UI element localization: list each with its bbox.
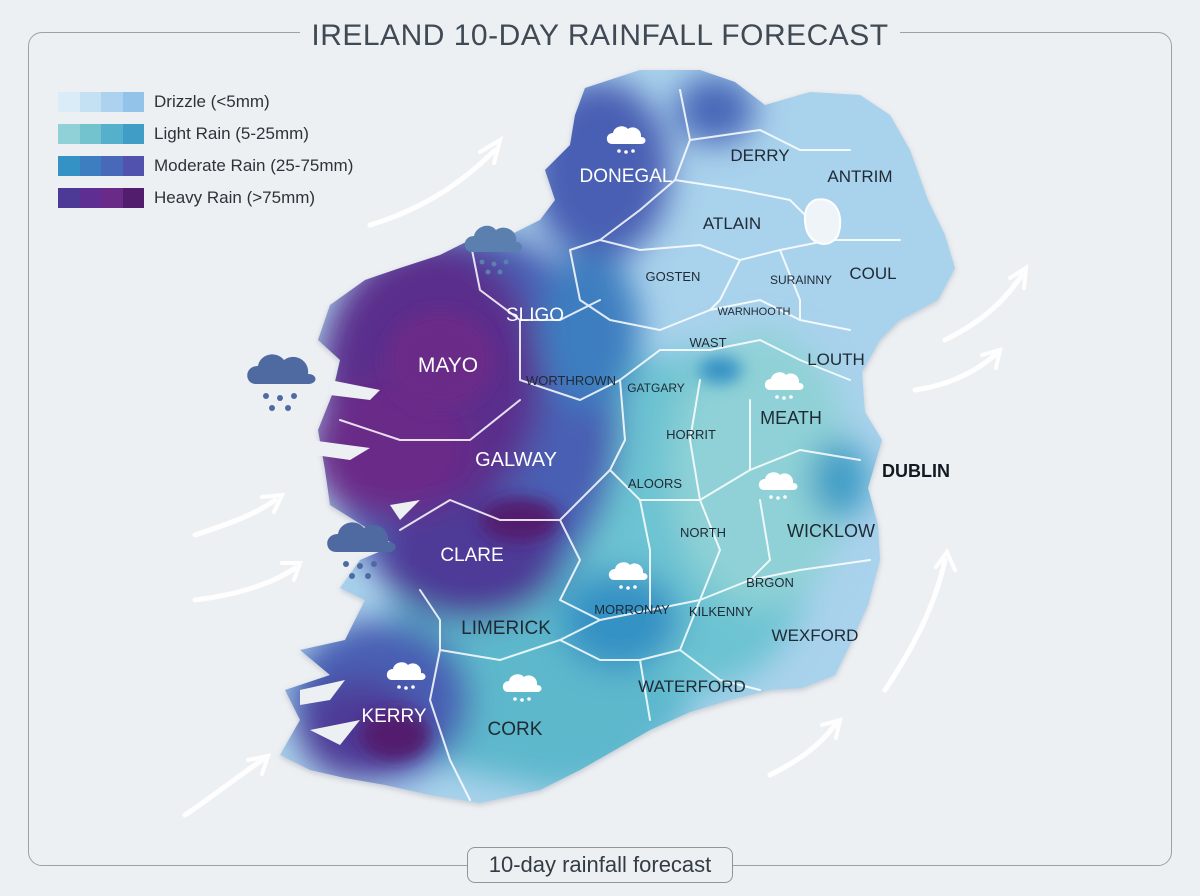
map-title: IRELAND 10-DAY RAINFALL FORECAST xyxy=(300,14,900,58)
region-label-wicklow[interactable]: WICKLOW xyxy=(787,521,875,541)
region-label-meath[interactable]: MEATH xyxy=(760,408,822,428)
region-label-louth[interactable]: LOUTH xyxy=(807,350,865,369)
legend-swatch-moderate-rain xyxy=(58,156,144,176)
rainfall-legend: Drizzle (<5mm) Light Rain (5-25mm) Moder… xyxy=(58,86,353,214)
region-label-aloors[interactable]: ALOORS xyxy=(628,476,683,491)
rain-cloud-icon xyxy=(386,662,426,690)
region-label-morronay[interactable]: MORRONAY xyxy=(594,602,670,617)
rain-cloud-icon xyxy=(464,225,522,275)
region-label-waterford[interactable]: WATERFORD xyxy=(638,677,746,696)
wind-arrow-icon xyxy=(192,561,303,603)
region-label-derry[interactable]: DERRY xyxy=(730,146,789,165)
legend-item-drizzle: Drizzle (<5mm) xyxy=(58,86,353,118)
legend-label-moderate-rain: Moderate Rain (25-75mm) xyxy=(154,156,354,175)
wind-arrow-icon xyxy=(942,264,1029,343)
region-label-gosten[interactable]: GOSTEN xyxy=(646,269,701,284)
coastal-inlets xyxy=(300,380,420,745)
region-label-north[interactable]: NORTH xyxy=(680,525,726,540)
region-label-mayo[interactable]: MAYO xyxy=(418,354,478,377)
legend-label-light-rain: Light Rain (5-25mm) xyxy=(154,124,309,143)
wind-arrow-icon xyxy=(912,347,1003,393)
legend-item-moderate-rain: Moderate Rain (25-75mm) xyxy=(58,150,353,182)
rain-cloud-icon xyxy=(764,372,804,400)
rain-cloud-icon xyxy=(247,354,316,411)
region-label-gatgary[interactable]: GATGARY xyxy=(627,381,685,395)
wind-arrow-icon xyxy=(767,717,843,778)
region-label-surainny[interactable]: SURAINNY xyxy=(770,273,832,287)
region-label-coul[interactable]: COUL xyxy=(849,264,896,283)
region-label-donegal[interactable]: DONEGAL xyxy=(580,166,673,187)
wind-arrow-icon xyxy=(367,135,504,228)
region-label-horrit[interactable]: HORRIT xyxy=(666,427,716,442)
region-label-cork[interactable]: CORK xyxy=(488,719,543,740)
region-label-galway[interactable]: GALWAY xyxy=(475,449,557,471)
wind-arrow-icon xyxy=(192,492,286,538)
legend-swatch-heavy-rain xyxy=(58,188,144,208)
region-label-warnhooth[interactable]: WARNHOOTH xyxy=(718,306,791,318)
region-labels: DONEGAL DERRY ANTRIM ATLAIN GOSTEN SURAI… xyxy=(361,146,950,740)
legend-swatch-drizzle xyxy=(58,92,144,112)
rainfall-intensity-layer xyxy=(290,75,870,790)
rain-cloud-icon xyxy=(758,472,798,500)
region-label-atlain[interactable]: ATLAIN xyxy=(703,214,761,233)
region-label-limerick[interactable]: LIMERICK xyxy=(461,618,551,639)
region-label-kerry[interactable]: KERRY xyxy=(361,706,426,727)
map-caption: 10-day rainfall forecast xyxy=(467,847,733,883)
region-label-kilkenny[interactable]: KILKENNY xyxy=(689,604,754,619)
lough-neagh xyxy=(803,198,842,245)
wind-arrow-icon xyxy=(182,753,271,818)
region-label-wexford[interactable]: WEXFORD xyxy=(772,626,859,645)
legend-label-drizzle: Drizzle (<5mm) xyxy=(154,92,270,111)
rain-cloud-icon xyxy=(327,522,396,579)
region-label-sligo[interactable]: SLIGO xyxy=(506,305,564,326)
region-label-wast[interactable]: WAST xyxy=(689,335,726,350)
region-label-clare[interactable]: CLARE xyxy=(440,545,503,566)
rain-cloud-icon xyxy=(606,126,646,154)
wind-arrow-icon xyxy=(882,548,957,693)
region-label-dublin[interactable]: DUBLIN xyxy=(882,461,950,481)
region-label-brgon[interactable]: BRGON xyxy=(746,575,794,590)
legend-item-light-rain: Light Rain (5-25mm) xyxy=(58,118,353,150)
county-borders xyxy=(339,89,901,801)
rain-cloud-icon xyxy=(608,562,648,590)
legend-swatch-light-rain xyxy=(58,124,144,144)
rain-cloud-icon xyxy=(502,674,542,702)
legend-item-heavy-rain: Heavy Rain (>75mm) xyxy=(58,182,353,214)
legend-label-heavy-rain: Heavy Rain (>75mm) xyxy=(154,188,316,207)
region-label-worthrown[interactable]: WORTHROWN xyxy=(526,373,616,388)
region-label-antrim[interactable]: ANTRIM xyxy=(827,167,892,186)
